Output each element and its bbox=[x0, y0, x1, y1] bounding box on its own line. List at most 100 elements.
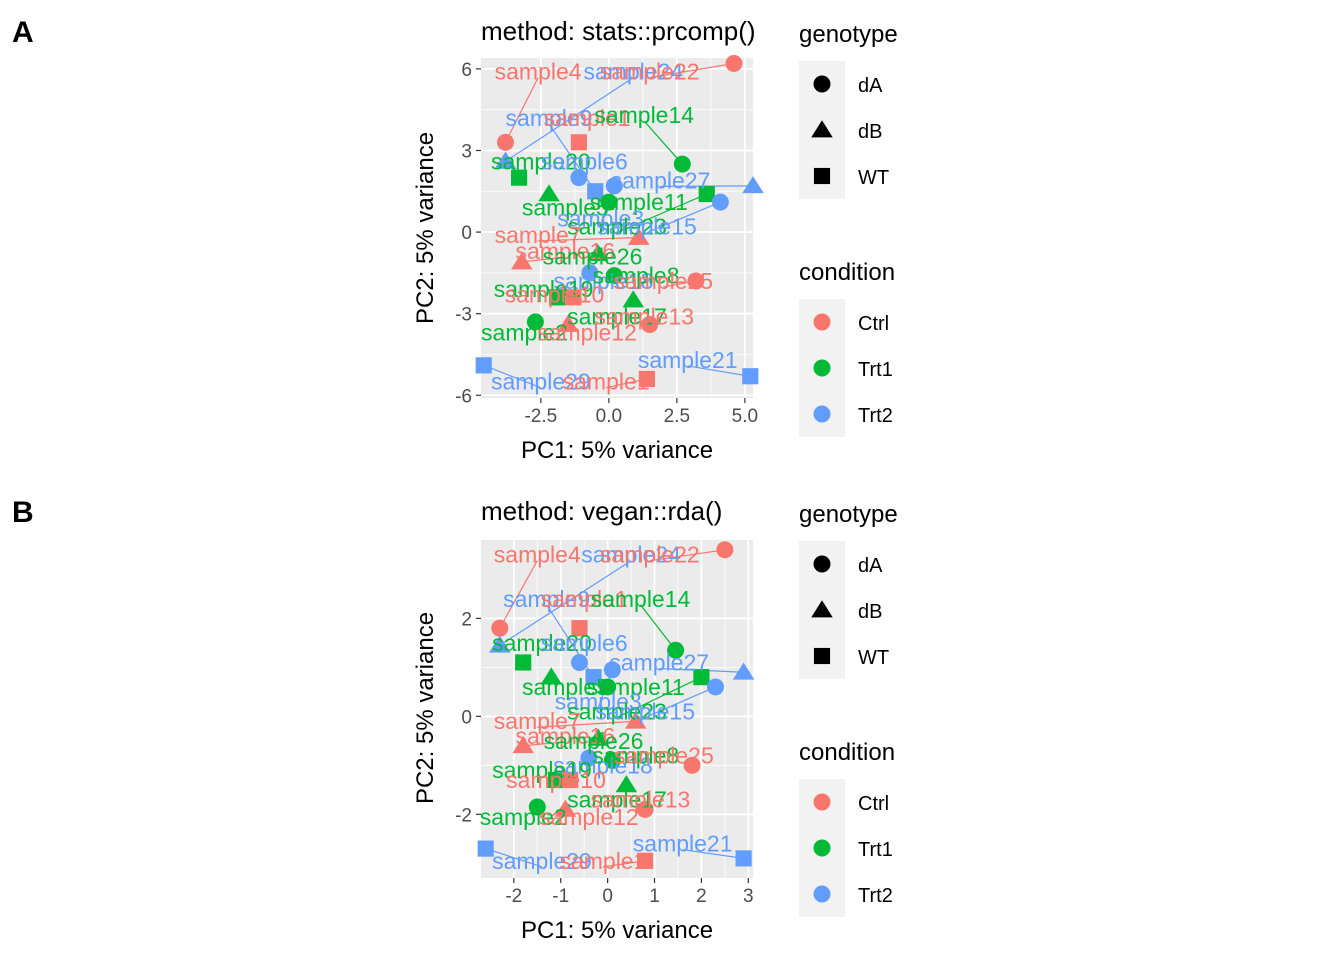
legend-b-condition-title: condition bbox=[799, 739, 895, 766]
point-label-sample5: sample5 bbox=[522, 674, 609, 700]
label-segment bbox=[682, 849, 744, 859]
point-sample1b bbox=[637, 852, 654, 869]
point-sample19 bbox=[549, 289, 566, 306]
point-label-sample22: sample22 bbox=[600, 542, 700, 568]
point-sample25 bbox=[687, 272, 705, 290]
plot-a-xlabel: PC1: 5% variance bbox=[521, 437, 713, 464]
x-tick-label: 1 bbox=[649, 886, 660, 907]
point-label-sample1: sample1 bbox=[541, 586, 628, 612]
y-tick-label: 2 bbox=[461, 609, 472, 630]
point-label-sample26: sample26 bbox=[544, 728, 644, 754]
legend-a: genotype condition dA dB WT Ctrl Trt1 Trt2 bbox=[799, 21, 898, 437]
plot-a-panel bbox=[481, 58, 753, 398]
legend-condition-label: Ctrl bbox=[858, 313, 889, 335]
point-label-sample1: sample1 bbox=[544, 105, 631, 131]
point-sample21 bbox=[735, 850, 752, 867]
point-sample24 bbox=[494, 151, 517, 169]
y-tick-label: 3 bbox=[461, 141, 472, 162]
point-label-sample21: sample21 bbox=[633, 831, 733, 857]
point-sample3 bbox=[605, 177, 623, 195]
point-sample18 bbox=[581, 264, 599, 282]
point-sample29 bbox=[475, 357, 492, 374]
legend-genotype-label: dA bbox=[858, 555, 883, 577]
point-sample3 bbox=[603, 661, 621, 679]
point-label-sample29: sample29 bbox=[491, 369, 591, 395]
label-segment bbox=[521, 256, 566, 263]
point-sample16 bbox=[512, 735, 534, 754]
point-label-sample14: sample14 bbox=[591, 586, 691, 612]
legend-color-Trt2 bbox=[813, 405, 831, 423]
label-segment bbox=[639, 604, 677, 651]
plot-b-xlabel: PC1: 5% variance bbox=[521, 917, 713, 944]
point-sample9 bbox=[585, 669, 602, 686]
point-sample8 bbox=[603, 751, 621, 769]
x-tick-label: 2 bbox=[696, 886, 707, 907]
legend-color-Ctrl bbox=[813, 313, 831, 331]
label-segment bbox=[505, 77, 634, 162]
point-sample6 bbox=[570, 169, 588, 187]
point-label-sample25: sample25 bbox=[613, 268, 713, 294]
point-sample20 bbox=[515, 654, 532, 671]
point-sample29 bbox=[477, 840, 494, 857]
label-segment bbox=[616, 193, 707, 234]
legend-color-Trt2 bbox=[813, 885, 831, 903]
point-label-sample27: sample27 bbox=[611, 167, 711, 193]
legend-genotype-label: WT bbox=[858, 647, 889, 669]
legend-shape-WT bbox=[813, 647, 831, 665]
legend-genotype-label: dA bbox=[858, 75, 883, 97]
label-segment bbox=[537, 720, 636, 728]
point-label-sample9: sample9 bbox=[503, 586, 590, 612]
point-sample12 bbox=[554, 799, 577, 817]
point-label-sample20: sample20 bbox=[491, 148, 591, 174]
point-label-sample2: sample2 bbox=[480, 804, 567, 830]
point-label-sample3: sample3 bbox=[557, 205, 644, 231]
plot-a-axes: -2.5 0.0 2.5 5.0 -6 -3 0 3 6 bbox=[455, 60, 758, 427]
point-sample2 bbox=[526, 313, 544, 331]
point-sample9 bbox=[587, 183, 604, 200]
legend-shape-dB bbox=[811, 600, 833, 618]
y-tick-label: -3 bbox=[455, 305, 472, 326]
point-label-sample1b: sample1 bbox=[563, 369, 650, 395]
y-tick-label: 6 bbox=[461, 60, 472, 81]
point-label-sample18: sample18 bbox=[554, 268, 654, 294]
panel-b: B method: vegan::rda() sample4 sample24sa… bbox=[12, 496, 898, 944]
point-label-sample19: sample19 bbox=[492, 757, 592, 783]
point-label-sample27: sample27 bbox=[609, 649, 709, 675]
point-sample15 bbox=[711, 193, 729, 211]
x-tick-label: 5.0 bbox=[732, 406, 758, 427]
point-label-sample23: sample23 bbox=[567, 214, 667, 240]
point-sample15 bbox=[706, 678, 724, 696]
point-sample6 bbox=[570, 653, 588, 671]
x-tick-label: -2.5 bbox=[524, 406, 557, 427]
legend-a-genotype-title: genotype bbox=[799, 21, 898, 48]
legend-condition-label: Trt1 bbox=[858, 359, 893, 381]
label-segment bbox=[687, 365, 751, 377]
plot-b-panel bbox=[481, 540, 753, 878]
legend-color-Ctrl bbox=[813, 793, 831, 811]
point-label-sample23: sample23 bbox=[567, 698, 667, 724]
point-label-sample7: sample7 bbox=[495, 222, 582, 248]
point-label-sample6: sample6 bbox=[541, 630, 628, 656]
point-label-sample13: sample13 bbox=[594, 303, 694, 329]
panel-a: A method: stats::prcomp() sample4 sample2… bbox=[12, 16, 898, 464]
panel-tag-b: B bbox=[12, 496, 34, 529]
label-segment bbox=[483, 364, 542, 389]
point-label-sample10: sample10 bbox=[505, 282, 605, 308]
label-segment bbox=[499, 560, 632, 646]
point-sample20 bbox=[511, 169, 528, 186]
plot-a-points bbox=[475, 54, 764, 388]
point-label-sample11: sample11 bbox=[587, 674, 685, 700]
point-label-sample12: sample12 bbox=[537, 320, 637, 346]
point-sample10 bbox=[565, 289, 582, 306]
point-label-sample4: sample4 bbox=[495, 59, 582, 85]
label-segment bbox=[616, 676, 702, 718]
x-tick-label: 2.5 bbox=[664, 406, 690, 427]
point-label-sample15: sample15 bbox=[595, 698, 695, 724]
point-label-sample16: sample16 bbox=[516, 723, 616, 749]
point-label-sample12: sample12 bbox=[539, 804, 639, 830]
plot-a-labels: sample4 sample24sample22sample9sample1sam… bbox=[481, 59, 738, 395]
point-label-sample22: sample22 bbox=[600, 59, 700, 85]
y-tick-label: 0 bbox=[461, 223, 472, 244]
y-tick-label: -2 bbox=[455, 805, 472, 826]
legend-genotype-label: dB bbox=[858, 121, 882, 143]
